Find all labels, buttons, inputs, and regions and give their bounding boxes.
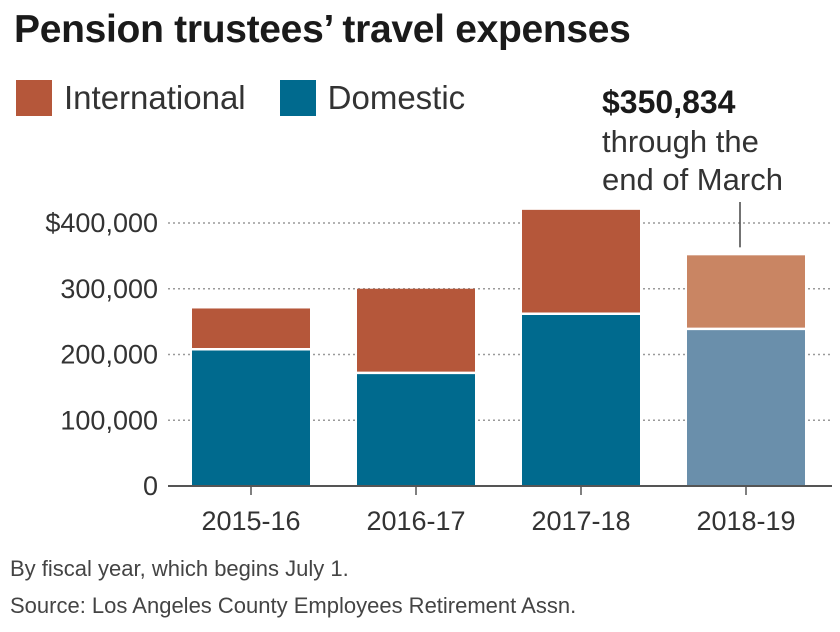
legend: International Domestic <box>16 76 499 120</box>
legend-item-domestic: Domestic <box>279 79 466 117</box>
x-tick-label-2016-17: 2016-17 <box>366 506 465 536</box>
bar-domestic-2017-18 <box>522 313 640 486</box>
fiscal-year-note: By fiscal year, which begins July 1. <box>10 556 349 581</box>
bar-domestic-2016-17 <box>357 372 475 486</box>
y-tick-label-300000: 300,000 <box>60 274 158 304</box>
legend-item-international: International <box>16 79 246 117</box>
y-tick-label-200000: 200,000 <box>60 340 158 370</box>
y-tick-label-0: 0 <box>143 471 158 501</box>
bar-domestic-2018-19 <box>687 328 805 486</box>
legend-swatch-international <box>16 80 52 116</box>
x-tick-label-2018-19: 2018-19 <box>696 506 795 536</box>
annotation-value: $350,834 <box>602 84 736 120</box>
bar-international-2017-18 <box>522 209 640 314</box>
y-tick-label-100000: 100,000 <box>60 405 158 435</box>
annotation-line-0: through the <box>602 124 759 159</box>
bar-domestic-2015-16 <box>192 349 310 486</box>
annotation-line-1: end of March <box>602 162 783 197</box>
chart-title: Pension trustees’ travel expenses <box>14 8 631 51</box>
legend-label-international: International <box>64 79 246 116</box>
legend-label-domestic: Domestic <box>327 79 466 116</box>
x-tick-label-2017-18: 2017-18 <box>531 506 630 536</box>
bar-international-2016-17 <box>357 288 475 373</box>
x-tick-label-2015-16: 2015-16 <box>201 506 300 536</box>
y-tick-label-400000: $400,000 <box>45 208 158 238</box>
bar-international-2018-19 <box>687 255 805 329</box>
source-note: Source: Los Angeles County Employees Ret… <box>10 593 577 618</box>
bar-international-2015-16 <box>192 308 310 350</box>
legend-swatch-domestic <box>279 80 316 116</box>
